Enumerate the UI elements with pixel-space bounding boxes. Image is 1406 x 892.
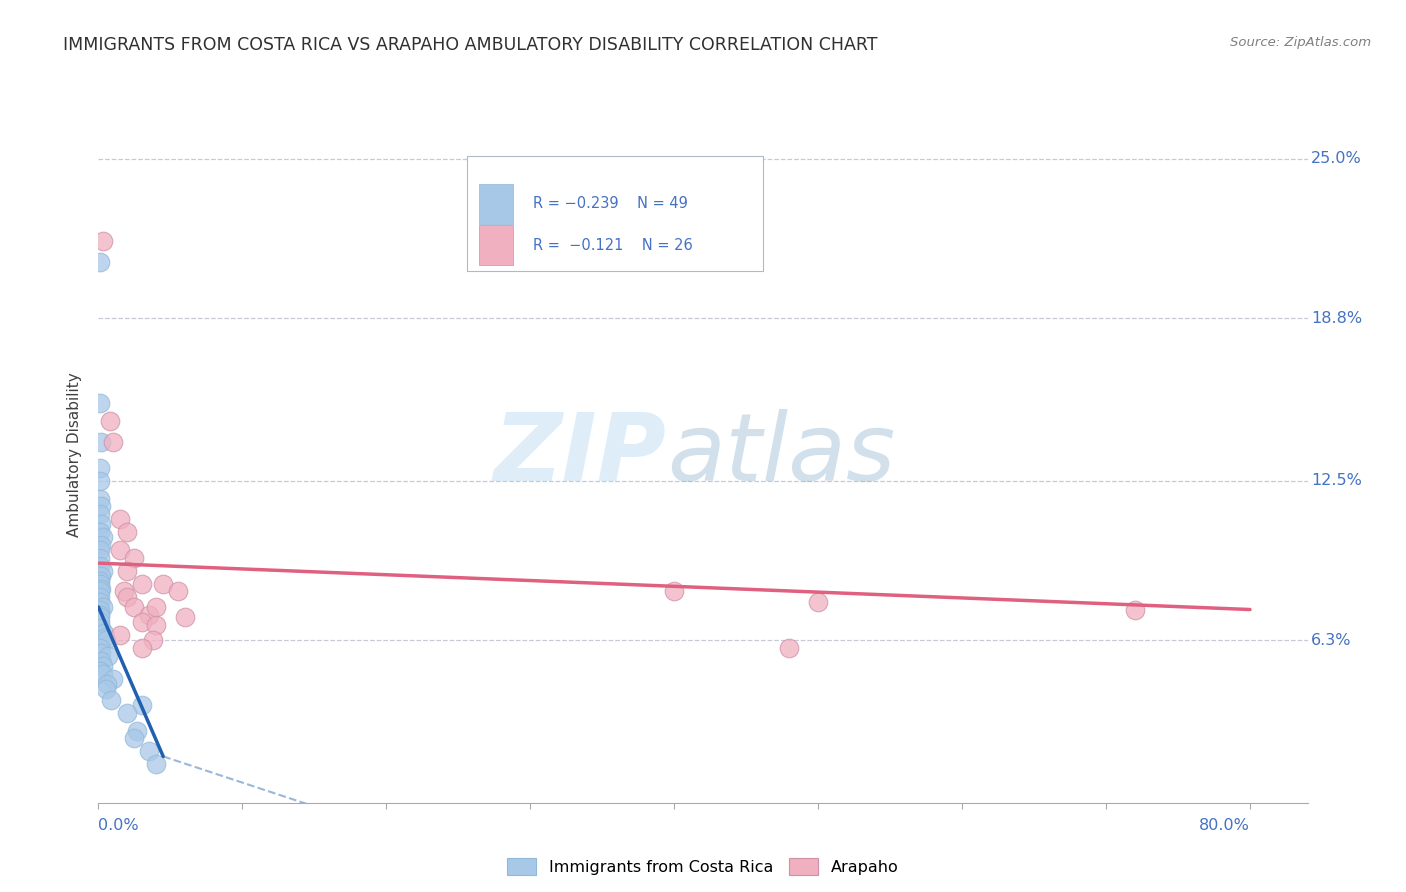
Point [89,507,111,521]
Point [89,254,111,268]
Point [115,564,138,578]
Text: 0.0%: 0.0% [98,818,139,833]
Point [89,543,111,558]
Point [115,590,138,604]
Point [90,646,112,660]
Point [89,574,111,589]
FancyBboxPatch shape [467,156,763,270]
Point [131,641,153,656]
Point [94,633,117,648]
Point [91,659,114,673]
Point [91,564,114,578]
Point [108,512,131,526]
Point [90,435,112,450]
Point [90,569,112,583]
Point [152,576,174,591]
Point [90,654,112,668]
Point [90,500,112,514]
Point [89,396,111,410]
Point [101,672,124,686]
Point [89,595,111,609]
Point [115,706,138,720]
Point [90,621,112,635]
Text: 18.8%: 18.8% [1312,310,1362,326]
Y-axis label: Ambulatory Disability: Ambulatory Disability [67,373,83,537]
Point [89,558,111,573]
Point [131,576,153,591]
Point [138,744,160,758]
Point [98,414,121,428]
Point [89,474,111,488]
Point [89,584,111,599]
Text: 80.0%: 80.0% [1199,818,1250,833]
Point [145,757,167,772]
Point [93,625,115,640]
Text: IMMIGRANTS FROM COSTA RICA VS ARAPAHO AMBULATORY DISABILITY CORRELATION CHART: IMMIGRANTS FROM COSTA RICA VS ARAPAHO AM… [63,36,877,54]
Point [124,731,146,746]
Point [89,551,111,566]
Point [89,610,111,624]
Point [115,525,138,540]
Point [131,698,153,712]
Point [1123,602,1146,616]
Point [89,602,111,616]
Point [124,599,146,614]
Point [138,607,160,622]
Point [127,723,149,738]
Bar [479,225,513,266]
Point [108,628,131,642]
Point [101,435,124,450]
Text: Source: ZipAtlas.com: Source: ZipAtlas.com [1230,36,1371,49]
Point [89,665,111,679]
Point [89,615,111,630]
Text: 25.0%: 25.0% [1312,151,1362,166]
Point [97,648,120,663]
Point [124,551,146,566]
Point [145,618,167,632]
Point [778,641,800,656]
Point [112,584,135,599]
Bar [479,184,513,224]
Text: ZIP: ZIP [494,409,666,501]
Point [96,677,118,691]
Point [108,543,131,558]
Point [91,667,114,681]
Point [91,599,114,614]
Point [93,631,115,645]
Point [89,607,111,622]
Point [142,633,165,648]
Text: atlas: atlas [666,409,896,500]
Point [90,538,112,552]
Point [89,590,111,604]
Point [89,491,111,506]
Point [131,615,153,630]
Point [90,517,112,532]
Point [145,599,167,614]
Text: 6.3%: 6.3% [1312,633,1351,648]
Point [100,692,122,706]
Point [173,610,195,624]
Point [89,641,111,656]
Text: R =  −0.121    N = 26: R = −0.121 N = 26 [533,238,692,252]
Point [91,530,114,544]
Point [90,582,112,596]
Point [89,525,111,540]
Point [664,584,686,599]
Point [166,584,188,599]
Text: R = −0.239    N = 49: R = −0.239 N = 49 [533,196,688,211]
Point [807,595,830,609]
Point [91,234,114,248]
Point [89,460,111,475]
Point [94,682,117,697]
Legend: Immigrants from Costa Rica, Arapaho: Immigrants from Costa Rica, Arapaho [508,858,898,875]
Point [89,576,111,591]
Text: 12.5%: 12.5% [1312,473,1362,488]
